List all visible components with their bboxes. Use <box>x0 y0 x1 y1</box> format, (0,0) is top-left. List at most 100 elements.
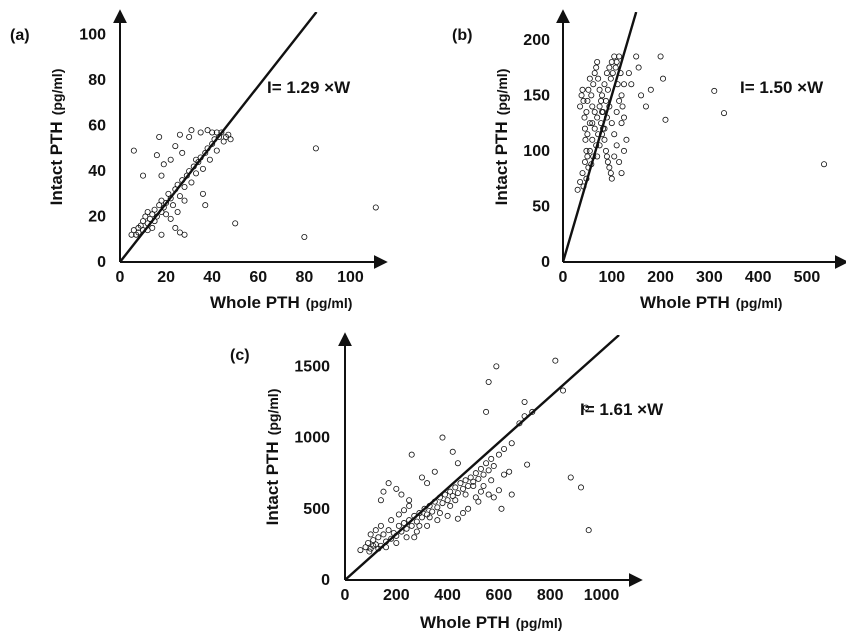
data-point <box>167 195 174 202</box>
data-point <box>400 520 407 527</box>
data-point <box>447 502 454 509</box>
data-point <box>426 514 433 521</box>
data-point <box>367 531 374 538</box>
data-point <box>660 75 667 82</box>
data-point <box>181 197 188 204</box>
panel-0: 0 20 40 60 80 100 0 20 40 60 80 100 (a) I= 1.29 ×W Who… <box>10 9 388 312</box>
data-point <box>657 53 664 60</box>
data-point <box>163 211 170 218</box>
data-point <box>596 103 603 110</box>
data-point <box>614 81 621 88</box>
data-point <box>613 142 620 149</box>
data-point <box>616 158 623 165</box>
data-point <box>434 517 441 524</box>
data-point <box>618 92 625 99</box>
data-point <box>186 168 193 175</box>
data-point <box>711 87 718 94</box>
data-point <box>577 103 584 110</box>
data-point <box>602 97 609 104</box>
data-point <box>591 70 598 77</box>
data-point <box>176 193 183 200</box>
data-point <box>620 147 627 154</box>
y-axis-label: Intact PTH (pg/ml) <box>492 69 511 206</box>
data-point <box>577 178 584 185</box>
data-point <box>583 109 590 116</box>
data-point <box>418 474 425 481</box>
data-point <box>616 97 623 104</box>
data-point <box>501 471 508 478</box>
data-point <box>583 147 590 154</box>
data-point <box>567 474 574 481</box>
data-point <box>204 145 211 152</box>
data-point <box>199 190 206 197</box>
data-point <box>383 544 390 551</box>
data-point <box>357 547 364 554</box>
data-point <box>380 488 387 495</box>
x-axis-title: Whole PTH <box>640 293 730 312</box>
data-point <box>585 164 592 171</box>
y-tick-label: 0 <box>541 254 550 271</box>
data-point <box>408 451 415 458</box>
data-point <box>204 127 211 134</box>
data-point <box>151 218 158 225</box>
x-tick-label: 40 <box>203 269 221 286</box>
data-point <box>375 545 382 552</box>
data-point <box>181 183 188 190</box>
data-point <box>581 158 588 165</box>
fit-equation: I= 1.50 ×W <box>740 78 824 97</box>
data-point <box>612 64 619 71</box>
x-axis-label: Whole PTH (pg/ml) <box>640 293 782 312</box>
data-point <box>153 213 160 220</box>
data-point <box>181 231 188 238</box>
data-point <box>434 504 441 511</box>
data-point <box>403 534 410 541</box>
y-axis-unit: (pg/ml) <box>265 389 281 436</box>
data-point <box>586 75 593 82</box>
data-point <box>472 494 479 501</box>
data-point <box>472 470 479 477</box>
y-axis-label: Intact PTH (pg/ml) <box>47 69 66 206</box>
data-point <box>607 170 614 177</box>
panel-label: (a) <box>10 27 30 44</box>
data-point <box>581 114 588 121</box>
data-point <box>488 477 495 484</box>
x-tick-label: 600 <box>486 587 513 604</box>
data-point <box>393 532 400 539</box>
data-point <box>424 522 431 529</box>
data-point <box>594 114 601 121</box>
data-point <box>480 471 487 478</box>
data-point <box>483 408 490 415</box>
x-tick-label: 200 <box>647 269 674 286</box>
data-point <box>140 227 147 234</box>
data-point <box>607 75 614 82</box>
data-point <box>140 218 147 225</box>
data-point <box>377 497 384 504</box>
data-point <box>594 59 601 66</box>
data-point <box>225 131 232 138</box>
data-point <box>611 131 618 138</box>
data-point <box>202 202 209 209</box>
data-point <box>179 149 186 156</box>
data-point <box>186 133 193 140</box>
x-tick-label: 100 <box>598 269 625 286</box>
y-tick-label: 80 <box>88 72 106 89</box>
data-point <box>595 131 602 138</box>
data-point <box>586 147 593 154</box>
y-tick-label: 20 <box>88 209 106 226</box>
data-point <box>398 491 405 498</box>
data-point <box>625 70 632 77</box>
y-tick-label: 0 <box>97 254 106 271</box>
data-point <box>400 507 407 514</box>
data-point <box>488 455 495 462</box>
data-point <box>595 75 602 82</box>
data-point <box>406 517 413 524</box>
x-tick-label: 1000 <box>584 587 620 604</box>
x-tick-label: 800 <box>537 587 564 604</box>
fit-equation: I= 1.61 ×W <box>580 400 664 419</box>
data-point <box>602 147 609 154</box>
data-point <box>628 81 635 88</box>
data-point <box>596 86 603 93</box>
data-point <box>594 153 601 160</box>
fit-line <box>563 12 638 262</box>
data-point <box>408 522 415 529</box>
